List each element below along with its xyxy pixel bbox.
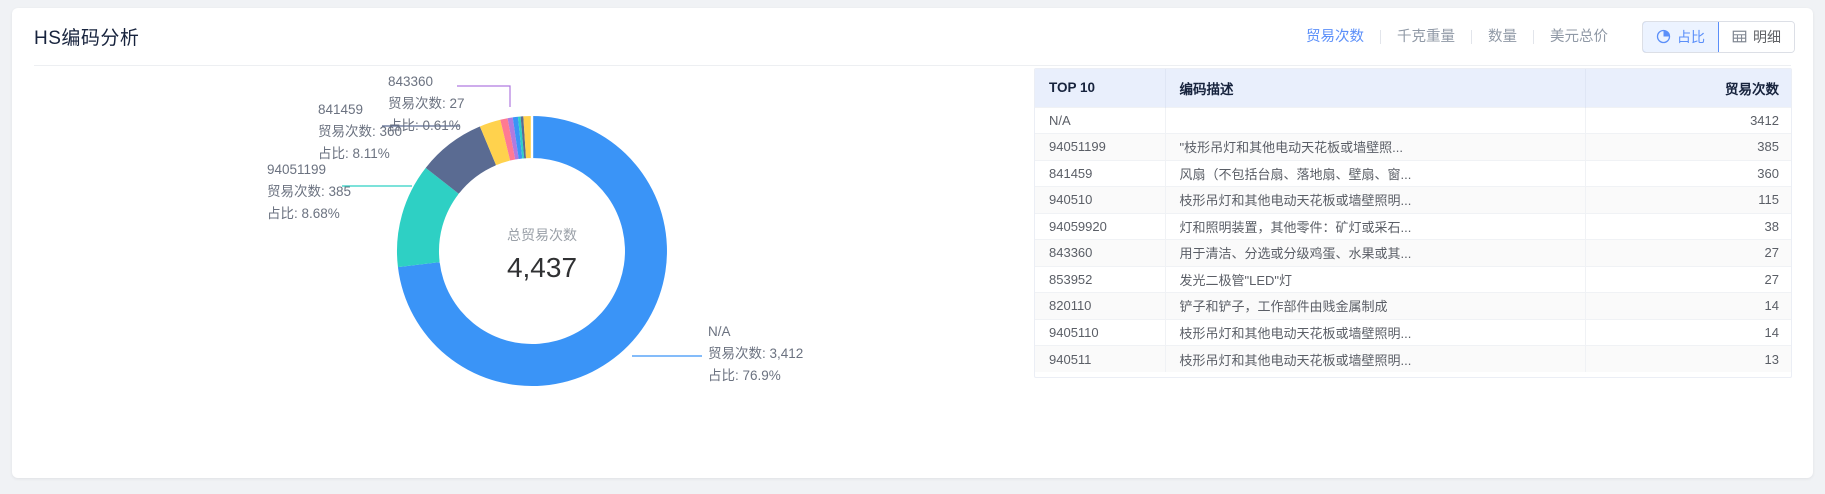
table-row[interactable]: 843360 用于清洁、分选或分级鸡蛋、水果或其... 27: [1035, 239, 1791, 266]
slice-820110: [517, 116, 525, 159]
pie-chart-icon: [1656, 29, 1671, 44]
donut-slices: [396, 116, 667, 386]
svg-text:94051199: 94051199: [267, 162, 326, 177]
cell-count: 115: [1585, 186, 1791, 213]
tab-kg-weight[interactable]: 千克重量: [1397, 28, 1455, 45]
top10-table: TOP 10 编码描述 贸易次数 N/A 3412 94051199 "枝形吊灯…: [1034, 68, 1792, 378]
svg-text:843360: 843360: [388, 74, 433, 89]
slice-853952: [512, 116, 523, 159]
chart-center-value: 4,437: [507, 252, 577, 283]
cell-count: 14: [1585, 318, 1791, 346]
slice-9405110: [520, 116, 527, 159]
svg-text:贸易次数: 385: 贸易次数: 385: [267, 184, 351, 199]
view-button-detail-label: 明细: [1753, 28, 1781, 45]
cell-code: 940510: [1035, 186, 1166, 213]
chart-label-na: N/A 贸易次数: 3,412 占比: 76.9%: [708, 324, 803, 383]
table-row[interactable]: 820110 铲子和铲子，工作部件由贱金属制成 14: [1035, 292, 1791, 319]
view-toggle-group: 占比 明细: [1642, 20, 1795, 53]
cell-code: N/A: [1035, 106, 1166, 134]
column-header-top10[interactable]: TOP 10: [1035, 69, 1166, 107]
table-row[interactable]: 853952 发光二极管"LED"灯 27: [1035, 265, 1791, 293]
cell-count: 27: [1585, 239, 1791, 266]
cell-count: 385: [1585, 133, 1791, 160]
svg-text:占比: 0.61%: 占比: 0.61%: [388, 118, 461, 133]
table-row[interactable]: 940510 枝形吊灯和其他电动天花板或墙壁照明... 115: [1035, 186, 1791, 213]
slice-940511: [523, 116, 532, 159]
cell-code: 94059920: [1035, 212, 1166, 240]
table-row[interactable]: 94059920 灯和照明装置，其他零件：矿灯或采石... 38: [1035, 212, 1791, 240]
table-grid-icon: [1732, 29, 1747, 44]
chart-label-841459: 841459 贸易次数: 360 占比: 8.11%: [318, 102, 402, 161]
slice-940510: [479, 119, 511, 166]
svg-text:贸易次数: 3,412: 贸易次数: 3,412: [708, 346, 803, 361]
cell-code: 940511: [1035, 345, 1166, 372]
cell-count: 14: [1585, 292, 1791, 319]
svg-text:占比: 8.68%: 占比: 8.68%: [267, 206, 340, 221]
cell-code: 843360: [1035, 239, 1166, 266]
cell-desc: 用于清洁、分选或分级鸡蛋、水果或其...: [1165, 239, 1586, 266]
svg-text:占比: 8.11%: 占比: 8.11%: [318, 146, 390, 161]
cell-code: 9405110: [1035, 318, 1166, 346]
tab-divider: [1471, 29, 1472, 44]
cell-desc: "枝形吊灯和其他电动天花板或墙壁照...: [1165, 133, 1586, 160]
slice-94059920: [500, 118, 516, 161]
tab-divider: [1380, 29, 1381, 44]
tab-trade-count[interactable]: 贸易次数: [1306, 28, 1364, 45]
svg-text:贸易次数: 27: 贸易次数: 27: [388, 96, 465, 111]
chart-center-label: 总贸易次数: [507, 227, 577, 243]
cell-desc: 枝形吊灯和其他电动天花板或墙壁照明...: [1165, 318, 1586, 346]
column-header-count[interactable]: 贸易次数: [1585, 69, 1791, 107]
header-controls: 贸易次数 千克重量 数量 美元总价 占比: [1290, 20, 1795, 53]
slice-na: [397, 116, 667, 386]
cell-code: 94051199: [1035, 133, 1166, 160]
cell-code: 841459: [1035, 159, 1166, 187]
card-header: HS编码分析 贸易次数 千克重量 数量 美元总价: [12, 8, 1813, 65]
table-row[interactable]: 94051199 "枝形吊灯和其他电动天花板或墙壁照... 385: [1035, 133, 1791, 160]
tab-quantity[interactable]: 数量: [1488, 28, 1517, 45]
cell-desc: 发光二极管"LED"灯: [1165, 265, 1586, 293]
table-row[interactable]: 841459 风扇（不包括台扇、落地扇、壁扇、窗... 360: [1035, 159, 1791, 187]
table-row[interactable]: 940511 枝形吊灯和其他电动天花板或墙壁照明... 13: [1035, 345, 1791, 372]
leader-lines: [342, 85, 702, 357]
tab-divider: [1533, 29, 1534, 44]
cell-count: 3412: [1585, 106, 1791, 134]
view-button-share-label: 占比: [1677, 28, 1705, 45]
page-title: HS编码分析: [34, 28, 140, 49]
leader-line-843360: [457, 85, 511, 107]
slice-94051199: [396, 167, 459, 268]
cell-code: 820110: [1035, 292, 1166, 319]
svg-text:占比: 76.9%: 占比: 76.9%: [708, 368, 781, 383]
svg-text:841459: 841459: [318, 102, 363, 117]
chart-label-94051199: 94051199 贸易次数: 385 占比: 8.68%: [267, 162, 351, 221]
cell-count: 27: [1585, 265, 1791, 293]
slice-separators: [439, 116, 534, 264]
view-button-share[interactable]: 占比: [1643, 21, 1719, 52]
cell-count: 360: [1585, 159, 1791, 187]
metric-tab-group: 贸易次数 千克重量 数量 美元总价: [1290, 26, 1624, 48]
svg-text:贸易次数: 360: 贸易次数: 360: [318, 124, 402, 139]
svg-text:N/A: N/A: [708, 324, 731, 339]
table-row[interactable]: N/A 3412: [1035, 106, 1791, 134]
slice-843360: [507, 117, 519, 160]
table-body: N/A 3412 94051199 "枝形吊灯和其他电动天花板或墙壁照... 3…: [1035, 106, 1791, 372]
cell-desc: [1165, 106, 1586, 134]
donut-chart: 总贸易次数 4,437 N/A 贸易次数: 3,412 占比: 76.9% 94…: [12, 66, 1032, 478]
table-row[interactable]: 9405110 枝形吊灯和其他电动天花板或墙壁照明... 14: [1035, 318, 1791, 346]
cell-count: 38: [1585, 212, 1791, 240]
cell-desc: 风扇（不包括台扇、落地扇、壁扇、窗...: [1165, 159, 1586, 187]
header-divider: [34, 65, 1791, 66]
cell-desc: 灯和照明装置，其他零件：矿灯或采石...: [1165, 212, 1586, 240]
view-button-detail[interactable]: 明细: [1718, 21, 1794, 52]
hs-code-analysis-card: HS编码分析 贸易次数 千克重量 数量 美元总价: [12, 8, 1813, 478]
tab-usd-total-price[interactable]: 美元总价: [1550, 28, 1608, 45]
column-header-desc[interactable]: 编码描述: [1165, 69, 1586, 107]
cell-count: 13: [1585, 345, 1791, 372]
cell-code: 853952: [1035, 265, 1166, 293]
cell-desc: 枝形吊灯和其他电动天花板或墙壁照明...: [1165, 345, 1586, 372]
chart-label-843360: 843360 贸易次数: 27 占比: 0.61%: [388, 74, 465, 133]
slice-841459: [425, 126, 497, 194]
table-header-row: TOP 10 编码描述 贸易次数: [1035, 69, 1791, 107]
cell-desc: 铲子和铲子，工作部件由贱金属制成: [1165, 292, 1586, 319]
cell-desc: 枝形吊灯和其他电动天花板或墙壁照明...: [1165, 186, 1586, 213]
